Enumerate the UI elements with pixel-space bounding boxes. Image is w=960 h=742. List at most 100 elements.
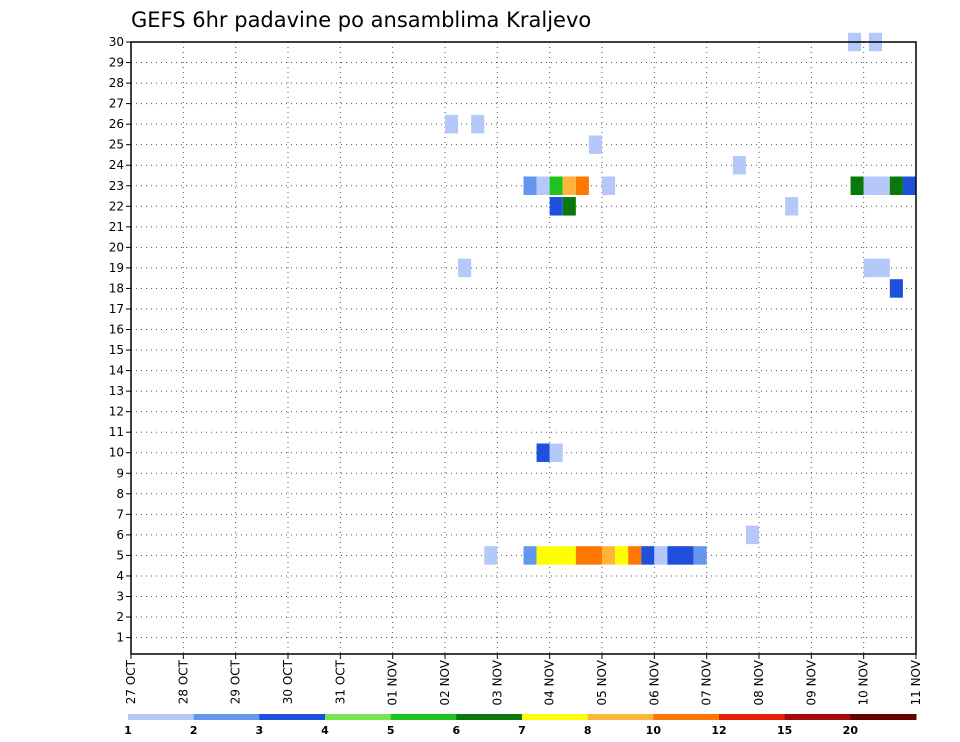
y-tick-label: 18 [109,281,124,295]
precipitation-cell [641,546,655,565]
precipitation-cell [484,546,498,565]
y-tick-label: 12 [109,405,124,419]
y-tick-label: 25 [109,138,124,152]
x-tick-label: 28 OCT [176,659,190,704]
x-tick-label: 07 NOV [700,659,714,705]
colorbar-segment [850,714,917,720]
x-tick-label: 01 NOV [386,659,400,705]
colorbar-level-label: 2 [190,724,198,737]
colorbar-level-label: 6 [453,724,461,737]
precipitation-cells [445,32,916,565]
plot-frame [130,41,917,655]
x-tick-label: 08 NOV [752,659,766,705]
colorbar-segment [719,714,786,720]
x-axis: 27 OCT 28 OCT 29 OCT 30 OCT 31 OCT 01 NOV 02 N… [124,654,923,706]
precipitation-cell [536,176,550,195]
colorbar-segment [128,714,195,720]
precipitation-cell [549,197,563,216]
precipitation-cell [562,197,576,216]
precipitation-cell [588,135,602,154]
precipitation-cell [458,258,472,278]
colorbar-level-label: 12 [711,724,726,737]
precipitation-cell [889,279,903,298]
y-tick-label: 27 [109,97,124,111]
colorbar-level-label: 8 [584,724,592,737]
y-tick-label: 4 [116,569,124,583]
precipitation-cell [850,176,864,195]
y-tick-label: 24 [109,158,124,172]
y-tick-label: 2 [116,610,124,624]
precipitation-cell [863,258,890,278]
y-tick-label: 5 [116,548,124,562]
x-tick-label: 06 NOV [647,659,661,705]
precipitation-cell [863,176,890,195]
y-tick-label: 15 [109,343,124,357]
precipitation-cell [549,176,563,195]
colorbar-level-label: 4 [321,724,329,737]
precipitation-cell [889,176,903,195]
precipitation-cell [615,546,629,565]
precipitation-cell [732,155,746,175]
y-tick-label: 7 [116,507,124,521]
precipitation-cell [562,176,576,195]
y-tick-label: 11 [109,425,124,439]
colorbar-segment [522,714,589,720]
y-tick-label: 30 [109,35,124,49]
colorbar-level-label: 5 [387,724,395,737]
y-tick-label: 20 [109,240,124,254]
y-tick-label: 9 [116,466,124,480]
colorbar-segment [456,714,523,720]
precipitation-cell [536,546,550,565]
precipitation-cell [575,546,602,565]
y-tick-label: 29 [109,56,124,70]
y-tick-label: 28 [109,76,124,90]
x-tick-label: 30 OCT [281,659,295,704]
precipitation-cell [602,176,616,195]
y-tick-label: 23 [109,179,124,193]
precipitation-cell [667,546,694,565]
precipitation-cell [549,443,563,462]
y-tick-label: 16 [109,323,124,337]
colorbar-segment [259,714,326,720]
colorbar-level-label: 1 [124,724,132,737]
y-tick-label: 8 [116,487,124,501]
y-tick-label: 17 [109,302,124,316]
y-tick-label: 6 [116,528,124,542]
colorbar-level-label: 3 [256,724,264,737]
y-tick-label: 13 [109,384,124,398]
x-tick-label: 09 NOV [804,659,818,705]
colorbar-segment [325,714,392,720]
colorbar-segment [193,714,260,720]
colorbar-level-label: 15 [777,724,792,737]
x-tick-label: 29 OCT [229,659,243,704]
precipitation-cell [785,197,799,216]
precipitation-cell [693,546,707,565]
precipitation-cell [902,176,916,195]
chart-title: GEFS 6hr padavine po ansamblima Kraljevo [131,8,591,32]
x-tick-label: 02 NOV [438,659,452,705]
y-tick-label: 1 [116,631,124,645]
x-tick-label: 27 OCT [124,659,138,704]
precipitation-cell [445,114,459,134]
precipitation-cell [602,546,616,565]
y-tick-label: 14 [109,364,124,378]
precipitation-cell [549,546,576,565]
x-tick-label: 03 NOV [490,659,504,705]
x-tick-label: 04 NOV [543,659,557,705]
x-tick-label: 31 OCT [333,659,347,704]
y-tick-label: 3 [116,589,124,603]
colorbar-segment [784,714,851,720]
precipitation-cell [654,546,668,565]
precipitation-cell [471,114,485,134]
precipitation-cell [745,525,759,545]
y-tick-label: 22 [109,199,124,213]
colorbar-level-label: 10 [646,724,662,737]
precipitation-cell [523,546,537,565]
y-axis: 1234567891011121314151617181920212223242… [109,35,131,645]
colorbar-segment [587,714,654,720]
precipitation-cell [575,176,589,195]
precipitation-cell [536,443,550,462]
colorbar-legend: 1 2 3 4 5 6 7 8 10 12 15 20 [124,714,917,737]
y-tick-label: 21 [109,220,124,234]
